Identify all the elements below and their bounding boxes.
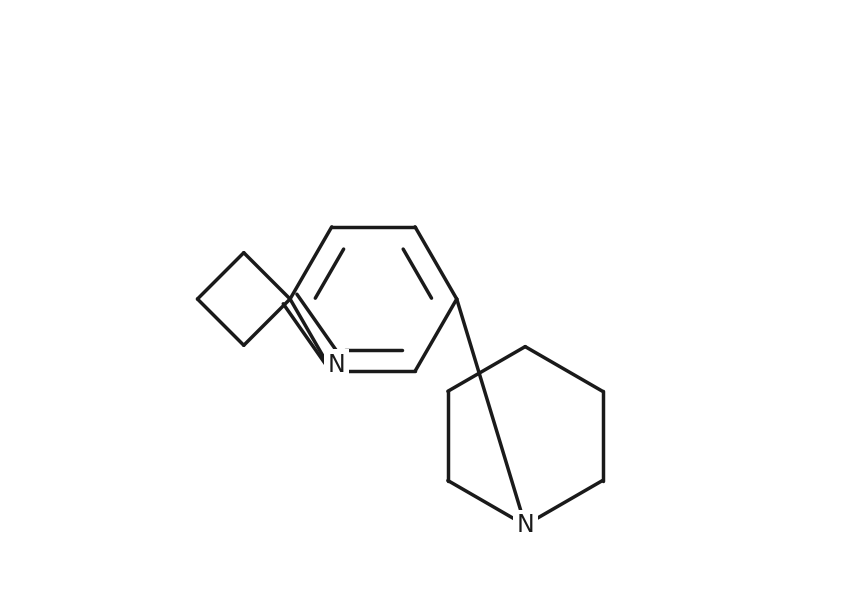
Text: N: N — [516, 513, 534, 537]
Text: N: N — [327, 353, 345, 377]
